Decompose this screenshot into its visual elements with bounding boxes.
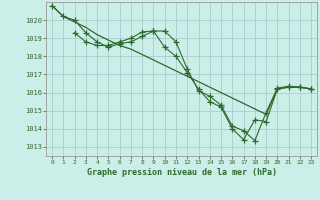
X-axis label: Graphe pression niveau de la mer (hPa): Graphe pression niveau de la mer (hPa) <box>87 168 276 177</box>
